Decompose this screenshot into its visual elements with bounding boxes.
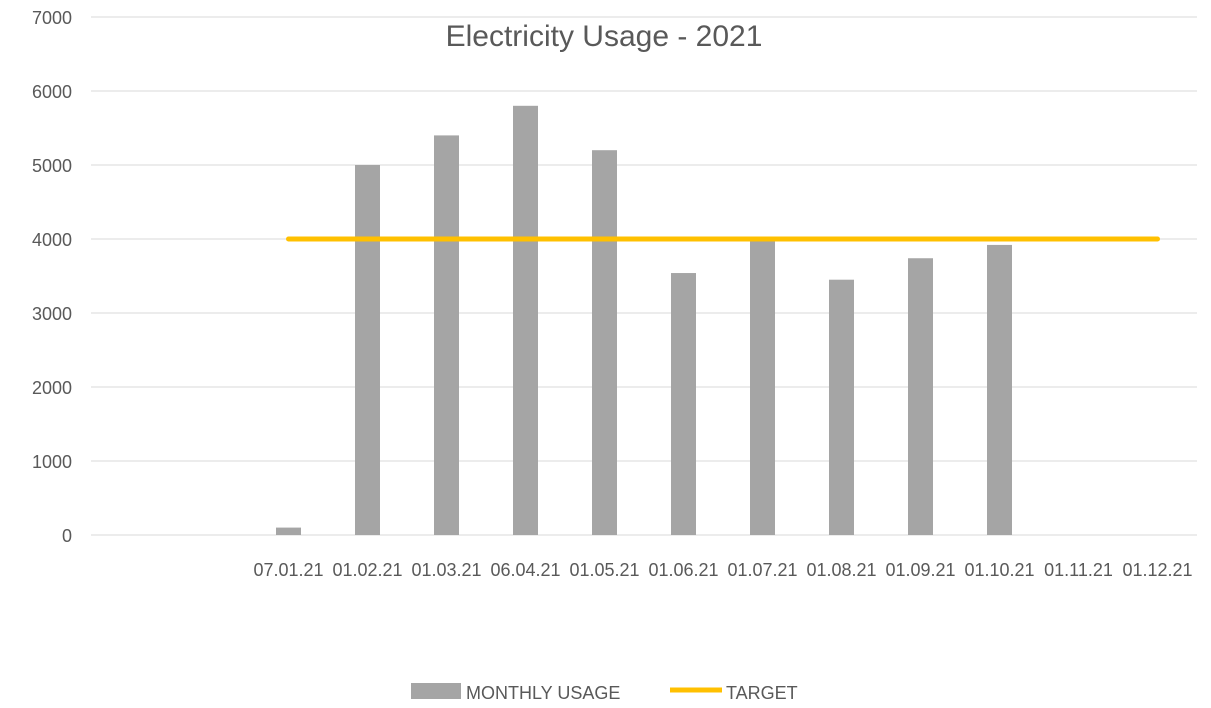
- x-tick-label: 01.08.21: [806, 560, 876, 580]
- y-tick-label: 1000: [32, 452, 72, 472]
- legend-label-target: TARGET: [726, 683, 798, 703]
- x-tick-label: 01.12.21: [1122, 560, 1192, 580]
- x-tick-label: 01.07.21: [727, 560, 797, 580]
- bar-series: [276, 105, 1012, 536]
- x-tick-label: 01.09.21: [885, 560, 955, 580]
- bar: [355, 165, 380, 535]
- x-tick-label: 01.10.21: [964, 560, 1034, 580]
- y-tick-label: 7000: [32, 8, 72, 28]
- y-tick-label: 5000: [32, 156, 72, 176]
- y-tick-label: 0: [62, 526, 72, 546]
- x-tick-label: 01.11.21: [1044, 560, 1113, 580]
- bar: [829, 279, 854, 535]
- bar: [908, 258, 933, 535]
- x-tick-label: 01.03.21: [411, 560, 481, 580]
- bar: [987, 244, 1012, 536]
- x-tick-label: 06.04.21: [490, 560, 560, 580]
- bar: [750, 240, 775, 536]
- x-tick-label: 01.02.21: [332, 560, 402, 580]
- legend-label-monthly-usage: MONTHLY USAGE: [466, 683, 620, 703]
- bar: [434, 135, 459, 535]
- y-tick-label: 2000: [32, 378, 72, 398]
- x-tick-label: 01.06.21: [648, 560, 718, 580]
- x-axis: 07.01.21 01.02.21 01.03.21 06.04.21 01.05.21…: [253, 560, 1192, 580]
- legend: MONTHLY USAGE TARGET: [411, 683, 798, 703]
- bar: [592, 150, 617, 535]
- bar: [513, 105, 538, 536]
- x-tick-label: 01.05.21: [569, 560, 639, 580]
- y-tick-label: 4000: [32, 230, 72, 250]
- legend-swatch-monthly-usage: [411, 683, 461, 699]
- bar: [276, 527, 301, 535]
- bar: [671, 273, 696, 535]
- y-tick-label: 3000: [32, 304, 72, 324]
- x-tick-label: 07.01.21: [253, 560, 323, 580]
- chart-title: Electricity Usage - 2021: [446, 20, 763, 53]
- y-axis: 0 1000 2000 3000 4000 5000 6000 7000: [32, 8, 72, 546]
- y-tick-label: 6000: [32, 82, 72, 102]
- grid-layer: [91, 16, 1197, 536]
